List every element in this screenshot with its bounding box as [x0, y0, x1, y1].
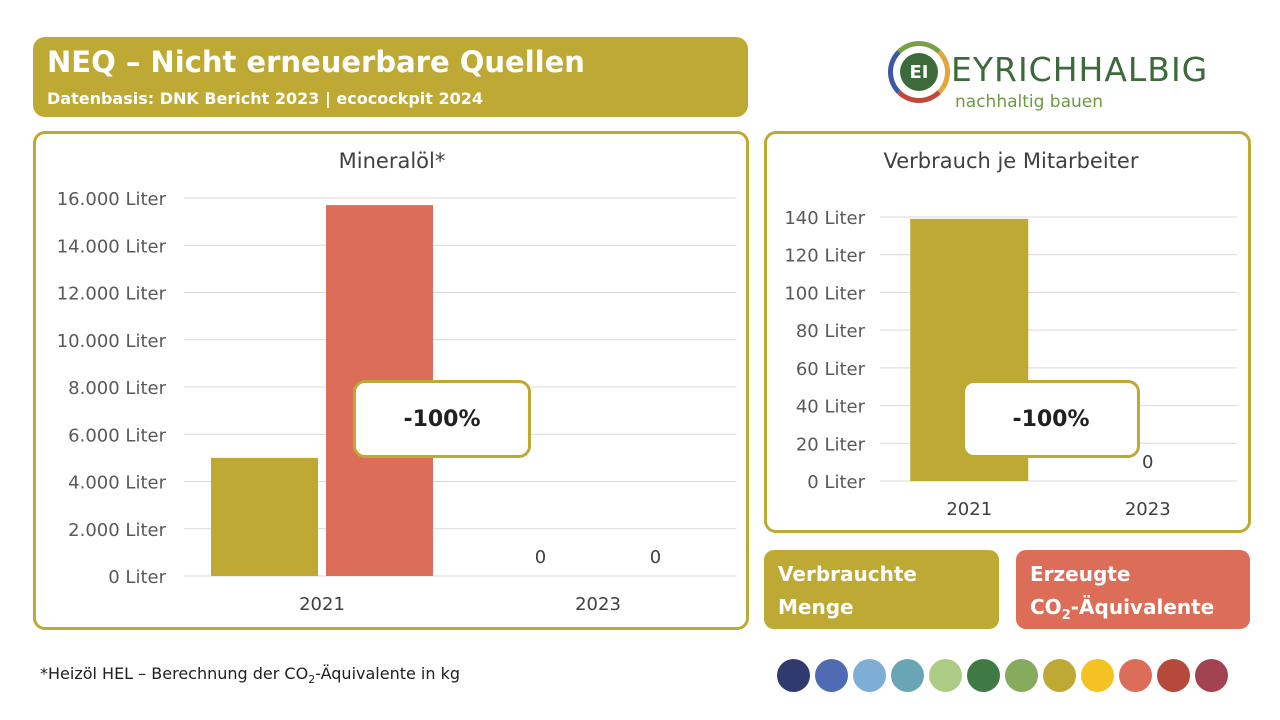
y-tick-label: 10.000 Liter [57, 331, 167, 352]
legend-used-line2: Menge [778, 595, 854, 619]
y-tick-label: 6.000 Liter [68, 425, 166, 446]
palette-dot [815, 659, 848, 692]
footnote-prefix: *Heizöl HEL – Berechnung der CO [40, 664, 309, 683]
palette-dot [853, 659, 886, 692]
logo-mark: EI [900, 53, 938, 91]
data-label: 0 [535, 547, 546, 568]
legend-co2-line1: Erzeugte [1030, 562, 1131, 586]
color-palette [777, 659, 1237, 692]
page-title: NEQ – Nicht erneuerbare Quellen [47, 45, 585, 79]
x-tick-label: 2021 [946, 499, 992, 520]
x-tick-label: 2021 [299, 594, 345, 615]
y-tick-label: 120 Liter [784, 246, 865, 267]
x-tick-label: 2023 [1125, 499, 1171, 520]
logo-ring-icon [888, 41, 950, 103]
palette-dot [1157, 659, 1190, 692]
bar [211, 457, 318, 576]
y-tick-label: 12.000 Liter [57, 284, 167, 305]
x-tick-label: 2023 [575, 594, 621, 615]
chart-title: Mineralöl* [339, 149, 446, 173]
legend-used-amount: Verbrauchte Menge [764, 550, 999, 629]
footnote-sub: 2 [308, 673, 316, 687]
company-logo: EI EYRICHHALBIG nachhaltig bauen [885, 38, 1230, 118]
y-tick-label: 0 Liter [807, 472, 865, 493]
palette-dot [929, 659, 962, 692]
change-badge-left: -100% [353, 380, 531, 458]
y-tick-label: 20 Liter [796, 434, 866, 455]
per-employee-chart: Verbrauch je Mitarbeiter 0 Liter 20 Liter 4… [784, 149, 1237, 520]
palette-dot [1119, 659, 1152, 692]
data-label: 0 [1142, 452, 1153, 473]
y-tick-label: 16.000 Liter [57, 189, 167, 210]
palette-dot [777, 659, 810, 692]
legend-co2-line2: CO2-Äquivalente [1030, 591, 1236, 632]
y-tick-label: 4.000 Liter [68, 473, 166, 494]
header-banner: NEQ – Nicht erneuerbare Quellen Datenbas… [33, 37, 748, 117]
palette-dot [1195, 659, 1228, 692]
y-tick-label: 8.000 Liter [68, 378, 166, 399]
palette-dot [1081, 659, 1114, 692]
legend-co2-suffix: -Äquivalente [1070, 595, 1215, 619]
y-tick-label: 100 Liter [784, 283, 865, 304]
change-badge-right: -100% [962, 380, 1140, 458]
legend-co2-equivalents: Erzeugte CO2-Äquivalente [1016, 550, 1250, 629]
y-tick-label: 140 Liter [784, 208, 865, 229]
page-subtitle: Datenbasis: DNK Bericht 2023 | ecocockpi… [47, 89, 484, 108]
y-tick-label: 60 Liter [796, 359, 866, 380]
chart-title: Verbrauch je Mitarbeiter [884, 149, 1139, 173]
palette-dot [1043, 659, 1076, 692]
palette-dot [967, 659, 1000, 692]
logo-tagline: nachhaltig bauen [955, 92, 1104, 112]
per-employee-chart-panel: Verbrauch je Mitarbeiter 0 Liter 20 Liter 4… [764, 131, 1251, 533]
y-tick-label: 0 Liter [108, 567, 166, 588]
y-tick-label: 14.000 Liter [57, 236, 167, 257]
legend-co2-sub: 2 [1061, 608, 1071, 623]
mineraloel-chart-panel: Mineralöl* 0 Liter 2.000 Liter 4.000 Liter 6… [33, 131, 749, 630]
legend-co2-prefix: CO [1030, 595, 1062, 619]
palette-dot [891, 659, 924, 692]
logo-name: EYRICHHALBIG [951, 50, 1209, 89]
data-label: 0 [650, 547, 661, 568]
palette-dot [1005, 659, 1038, 692]
y-tick-label: 40 Liter [796, 397, 866, 418]
y-tick-label: 2.000 Liter [68, 520, 166, 541]
mineraloel-chart: Mineralöl* 0 Liter 2.000 Liter 4.000 Liter 6… [57, 149, 736, 615]
footnote-suffix: -Äquivalente in kg [315, 664, 461, 683]
legend-used-line1: Verbrauchte [778, 562, 917, 586]
footnote: *Heizöl HEL – Berechnung der CO2-Äquival… [40, 664, 460, 686]
y-tick-label: 80 Liter [796, 321, 866, 342]
